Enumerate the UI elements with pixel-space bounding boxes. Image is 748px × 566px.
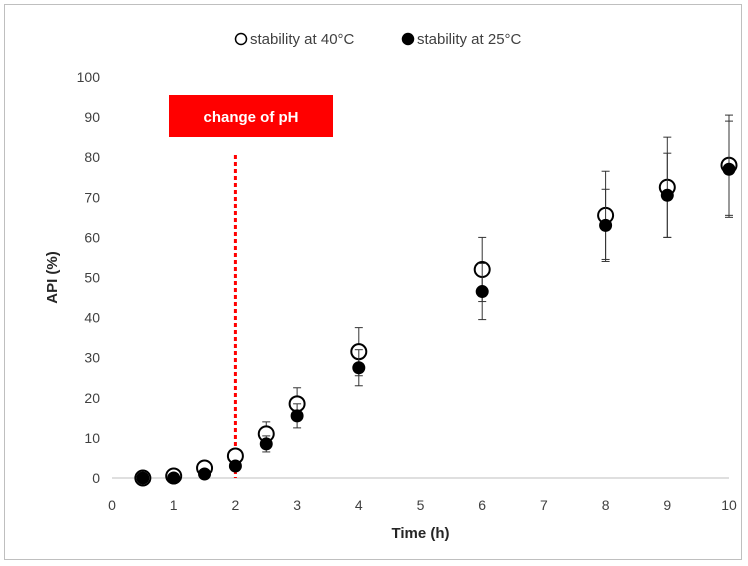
series-layer	[134, 114, 738, 487]
y-tick-label: 40	[84, 310, 100, 326]
x-tick-label: 8	[602, 497, 610, 513]
x-tick-label: 4	[355, 497, 363, 513]
y-tick-label: 70	[84, 189, 100, 205]
data-point	[136, 471, 150, 485]
x-tick-label: 10	[721, 497, 737, 513]
x-tick-labels: 0 1 2 3 4 5 6 7 8 9 10	[108, 497, 737, 513]
x-tick-label: 1	[170, 497, 178, 513]
legend-label-25c: stability at 25°C	[417, 31, 522, 48]
y-tick-label: 20	[84, 390, 100, 406]
y-axis-title: API (%)	[44, 251, 61, 304]
x-tick-label: 2	[232, 497, 240, 513]
y-tick-label: 100	[77, 69, 101, 85]
y-tick-label: 0	[92, 470, 100, 486]
data-point	[259, 437, 273, 451]
y-tick-label: 60	[84, 229, 100, 245]
x-tick-label: 9	[663, 497, 671, 513]
y-tick-label: 90	[84, 109, 100, 125]
x-tick-label: 3	[293, 497, 301, 513]
y-tick-label: 30	[84, 350, 100, 366]
ph-change-label: change of pH	[203, 109, 298, 126]
data-point	[475, 285, 489, 299]
legend-marker-25c	[401, 32, 415, 46]
data-point	[198, 467, 212, 481]
ph-change-box	[169, 95, 333, 137]
y-tick-label: 10	[84, 430, 100, 446]
series-40c	[134, 114, 738, 487]
legend-label-40c: stability at 40°C	[250, 31, 355, 48]
y-tick-label: 50	[84, 270, 100, 286]
scatter-chart: stability at 40°C stability at 25°C 0 1 2 3…	[44, 31, 738, 542]
chart-frame: stability at 40°C stability at 25°C 0 1 2 3…	[4, 4, 742, 560]
legend: stability at 40°C stability at 25°C	[234, 31, 522, 48]
data-point	[660, 188, 674, 202]
y-tick-label: 80	[84, 149, 100, 165]
legend-marker-40c	[234, 32, 248, 46]
x-tick-label: 0	[108, 497, 116, 513]
data-point	[290, 409, 304, 423]
x-tick-label: 7	[540, 497, 548, 513]
y-tick-labels: 0 10 20 30 40 50 60 70 80 90 100	[77, 69, 101, 486]
x-tick-label: 5	[417, 497, 425, 513]
data-point	[599, 218, 613, 232]
ph-annotation: change of pH	[169, 95, 333, 478]
x-tick-label: 6	[478, 497, 486, 513]
data-point	[722, 162, 736, 176]
x-axis-title: Time (h)	[391, 525, 449, 542]
data-point	[228, 459, 242, 473]
series-25c	[136, 120, 736, 485]
data-point	[167, 471, 181, 485]
data-point	[352, 361, 366, 375]
